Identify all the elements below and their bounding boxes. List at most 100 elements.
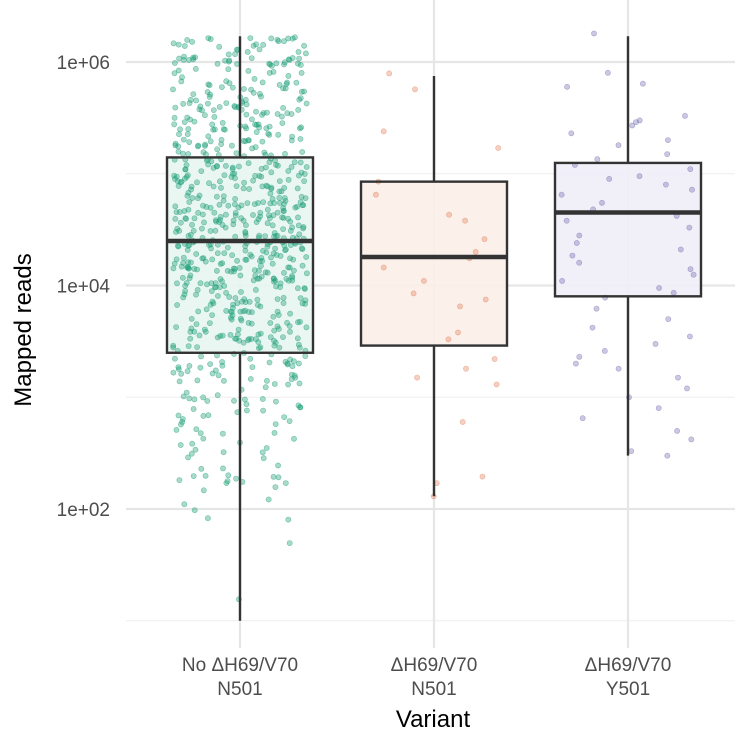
data-point [294,203,300,210]
data-point [275,312,282,318]
data-point [226,57,233,64]
data-point [209,298,216,305]
data-point [190,406,197,412]
data-point [218,184,224,191]
x-tick-label-line1: ΔH69/V70 [391,655,478,676]
data-point [615,365,622,372]
data-point [268,254,274,261]
data-point [259,183,266,190]
data-point [220,377,227,384]
data-point [266,359,273,366]
data-point [207,301,214,308]
data-point [266,123,273,130]
data-point [380,128,387,135]
data-point [242,299,249,305]
data-point [171,172,177,179]
data-point [186,395,193,402]
data-point [563,217,570,224]
data-point [228,316,235,323]
data-point [223,78,230,85]
data-point [233,150,240,156]
data-point [251,201,258,207]
data-point [301,178,307,184]
data-point [275,474,282,481]
data-point [459,419,466,425]
data-point [446,211,452,218]
data-point [170,369,177,376]
data-point [207,204,214,211]
data-point [264,109,270,116]
data-point [242,228,249,235]
data-point [264,183,271,190]
data-point [280,226,286,232]
data-point [230,265,237,272]
data-point [179,74,185,81]
data-point [216,201,223,208]
data-point [294,185,301,192]
data-point [224,244,231,251]
data-point [249,145,255,152]
data-point [628,448,635,454]
data-point [200,202,206,209]
data-point [292,204,299,211]
data-point [491,356,498,362]
data-point [178,263,185,270]
data-point [298,169,305,176]
data-point [252,286,259,293]
data-point [188,183,195,190]
data-point [463,365,469,372]
data-point [187,96,194,103]
data-point [199,211,206,218]
data-point [198,225,205,232]
data-point [274,111,281,117]
data-point [205,133,212,140]
data-point [270,473,277,480]
data-point [285,381,291,388]
data-point [495,145,502,151]
data-point [186,199,193,205]
data-point [182,166,189,173]
data-point [186,362,193,369]
data-point [190,54,197,61]
data-point [183,162,190,168]
data-point [170,86,176,93]
x-axis-title: Variant [396,706,471,733]
data-point [285,168,292,174]
data-point [213,163,220,170]
data-point [206,320,213,326]
data-point [284,110,291,117]
data-point [288,111,295,117]
data-point [245,160,252,167]
data-point [220,197,227,204]
data-point [208,280,215,287]
data-point [220,465,226,472]
x-tick-label-line1: No ΔH69/V70 [182,655,298,676]
data-point [260,407,266,414]
data-point [177,421,184,428]
data-point [197,364,204,371]
data-point [194,286,201,293]
data-point [271,381,278,387]
data-point [188,259,194,266]
data-point [576,353,583,360]
data-point [233,335,240,342]
data-point [240,185,247,192]
data-point [280,207,287,214]
data-point [228,309,235,315]
data-point [212,284,219,290]
data-point [204,100,211,107]
data-point [175,412,182,419]
data-point [576,259,583,266]
data-point [219,221,226,228]
data-point [291,372,298,379]
data-point [272,398,279,405]
data-point [191,507,198,514]
data-point [221,250,228,257]
data-point [262,233,268,239]
data-point [255,216,262,222]
data-point [256,257,263,264]
data-point [209,121,216,128]
data-point [219,362,226,369]
data-point [222,57,228,64]
